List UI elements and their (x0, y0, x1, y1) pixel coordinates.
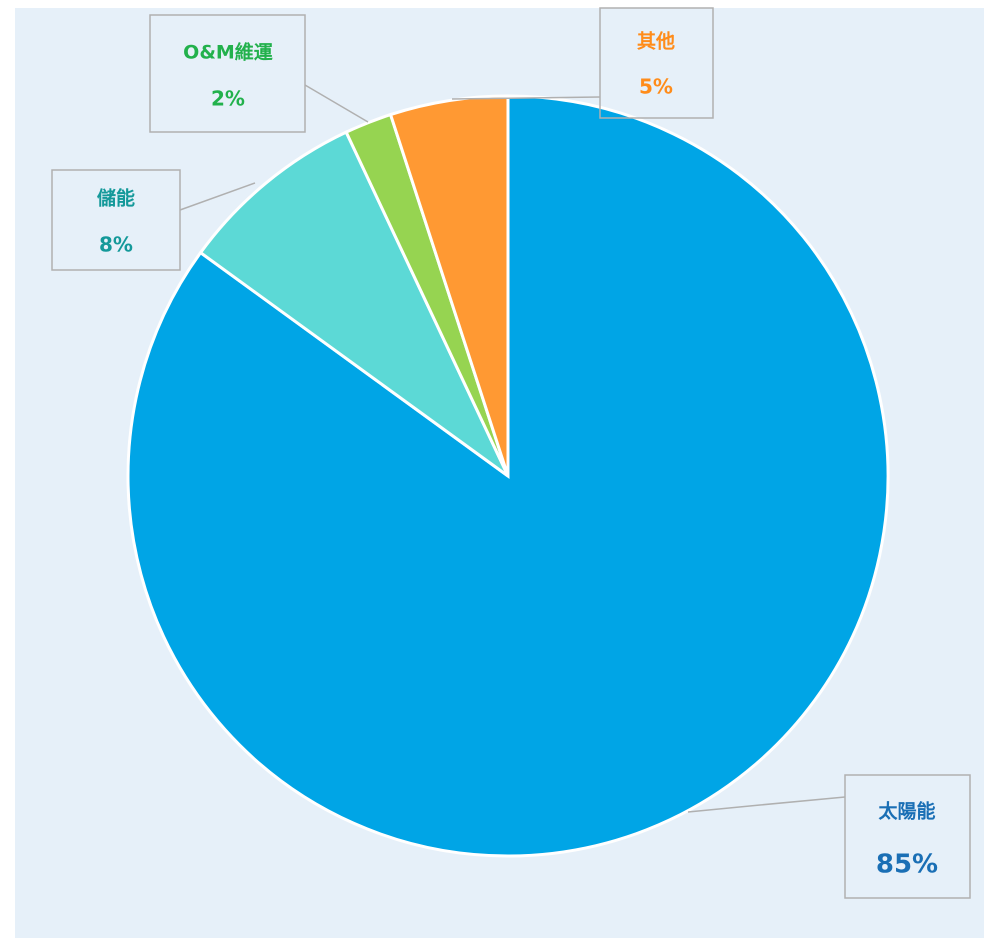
value-label: 2% (211, 87, 245, 111)
leader-line (451, 96, 601, 100)
value-label: 85% (876, 850, 938, 880)
slice-label: 其他 (637, 30, 675, 53)
slice-label: O&M維運 (183, 41, 273, 64)
value-label: 5% (639, 75, 673, 99)
leader-line (179, 182, 256, 211)
pie-slice (388, 94, 510, 477)
leader-line (687, 796, 846, 813)
label-box (599, 7, 714, 119)
label-box (51, 169, 181, 271)
pie-slice (198, 130, 510, 478)
slice-label: 太陽能 (878, 800, 935, 823)
label-box (844, 774, 971, 899)
slice-label: 儲能 (97, 187, 135, 210)
leader-line (304, 84, 369, 123)
label-box (149, 14, 306, 133)
value-label: 8% (99, 233, 133, 257)
